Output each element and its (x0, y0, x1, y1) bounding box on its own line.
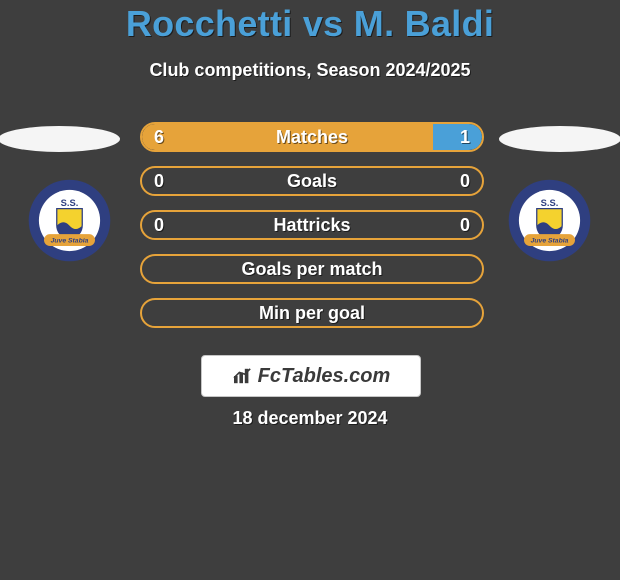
player-silhouette-right (499, 126, 620, 152)
stat-bar-right-value: 0 (460, 168, 470, 194)
stat-bar-right-value: 0 (460, 212, 470, 238)
svg-text:S.S.: S.S. (541, 198, 559, 208)
stat-bar-label: Goals per match (142, 256, 482, 282)
player-silhouette-left (0, 126, 120, 152)
brand-plate: FcTables.com (201, 355, 421, 397)
page-subtitle: Club competitions, Season 2024/2025 (0, 60, 620, 81)
comparison-bars: Matches61Goals00Hattricks00Goals per mat… (140, 122, 484, 342)
shield-icon: S.S. Juve Stabia (507, 178, 592, 263)
comparison-infographic: Rocchetti vs M. Baldi Club competitions,… (0, 0, 620, 580)
svg-text:Juve Stabia: Juve Stabia (51, 238, 89, 245)
stat-bar-label: Goals (142, 168, 482, 194)
stat-bar-left-value: 6 (154, 124, 164, 150)
stat-bar: Matches6 1 (140, 122, 484, 152)
page-title: Rocchetti vs M. Baldi (0, 4, 620, 44)
svg-text:Juve Stabia: Juve Stabia (531, 238, 569, 245)
stat-bar-label: Min per goal (142, 300, 482, 326)
svg-text:S.S.: S.S. (61, 198, 79, 208)
stat-bar-right-value: 1 (460, 124, 470, 150)
chart-icon (232, 367, 254, 385)
stat-bar-label: Matches (142, 124, 482, 150)
shield-icon: S.S. Juve Stabia (27, 178, 112, 263)
brand-label: FcTables.com (258, 365, 391, 388)
date-label: 18 december 2024 (0, 408, 620, 429)
stat-bar: Min per goal (140, 298, 484, 328)
stat-bar: Goals0 0 (140, 166, 484, 196)
stat-bar: Hattricks0 0 (140, 210, 484, 240)
stat-bar-left-value: 0 (154, 168, 164, 194)
stat-bar-left-value: 0 (154, 212, 164, 238)
stat-bar-label: Hattricks (142, 212, 482, 238)
stat-bar: Goals per match (140, 254, 484, 284)
